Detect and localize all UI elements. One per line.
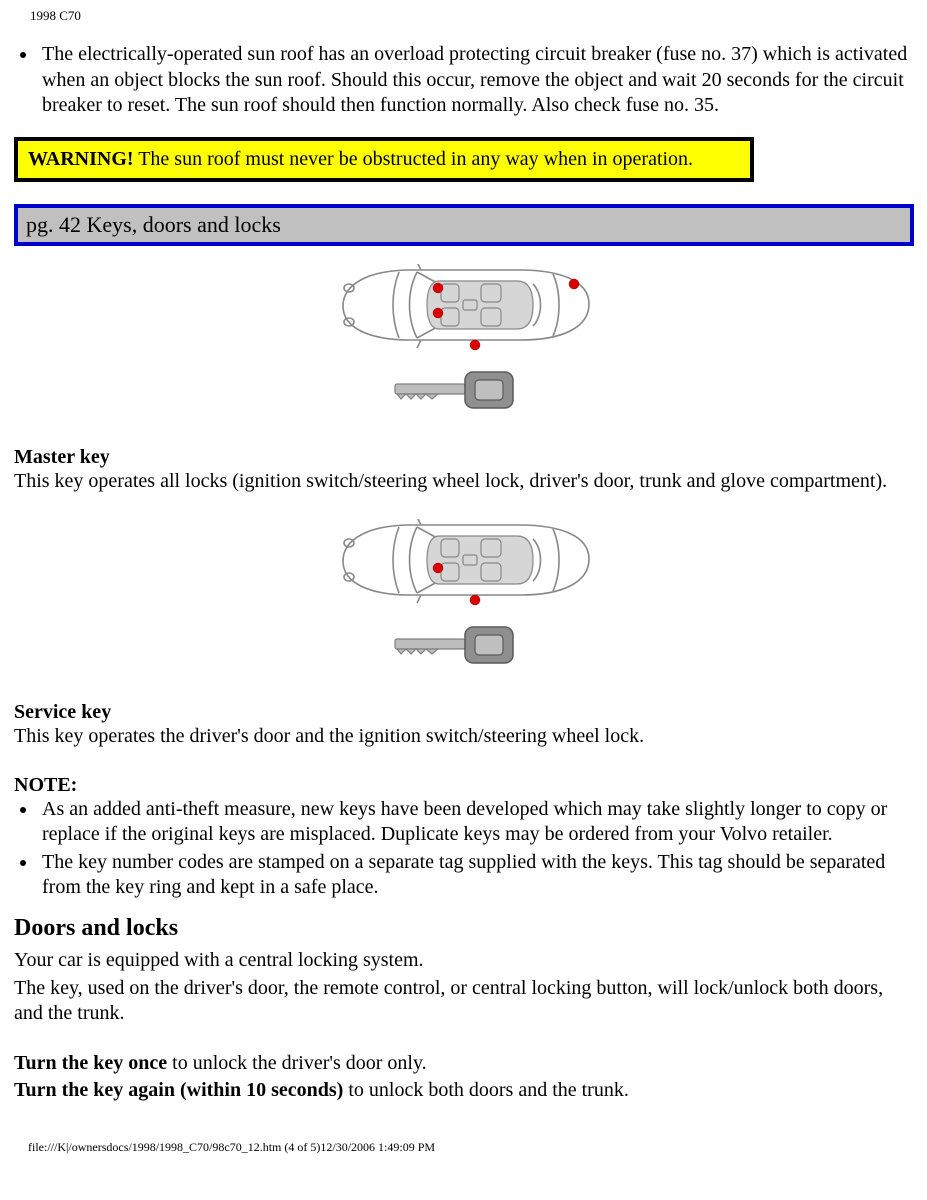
service-key-figure [14,519,908,695]
turn-key-2-bold: Turn the key again (within 10 seconds) [14,1079,343,1101]
doors-p1: Your car is equipped with a central lock… [14,948,913,974]
lock-point-icon [470,340,480,350]
lock-point-icon [470,595,480,605]
warning-label: WARNING! [28,148,134,170]
note-item: As an added anti-theft measure, new keys… [38,797,913,848]
footer-path: file:///K|/ownersdocs/1998/1998_C70/98c7… [28,1140,913,1155]
master-key-figure [14,264,908,440]
lock-point-icon [433,563,443,573]
warning-box: WARNING! The sun roof must never be obst… [14,137,754,183]
lock-point-icon [433,283,443,293]
warning-inner: WARNING! The sun roof must never be obst… [17,140,751,180]
car-top-icon [321,264,601,434]
turn-key-1: Turn the key once to unlock the driver's… [14,1051,913,1077]
turn-key-2: Turn the key again (within 10 seconds) t… [14,1078,913,1104]
service-key-text: This key operates the driver's door and … [14,724,913,750]
doc-title: 1998 C70 [30,8,913,24]
note-list: As an added anti-theft measure, new keys… [14,797,913,901]
note-label: NOTE: [14,774,913,797]
section-header: pg. 42 Keys, doors and locks [14,204,914,246]
section-header-text: pg. 42 Keys, doors and locks [17,207,911,243]
intro-bullets: The electrically-operated sun roof has a… [14,42,913,119]
car-top-icon [321,519,601,689]
turn-key-1-bold: Turn the key once [14,1052,167,1074]
service-key-heading: Service key [14,701,913,724]
lock-point-icon [569,279,579,289]
warning-text: The sun roof must never be obstructed in… [134,148,694,170]
turn-key-2-text: to unlock both doors and the trunk. [343,1079,629,1101]
master-key-text: This key operates all locks (ignition sw… [14,469,913,495]
master-key-heading: Master key [14,446,913,469]
turn-key-1-text: to unlock the driver's door only. [167,1052,426,1074]
doors-p2: The key, used on the driver's door, the … [14,976,913,1027]
note-item: The key number codes are stamped on a se… [38,850,913,901]
lock-point-icon [433,308,443,318]
doors-heading: Doors and locks [14,915,913,942]
intro-bullet-1: The electrically-operated sun roof has a… [38,42,913,119]
